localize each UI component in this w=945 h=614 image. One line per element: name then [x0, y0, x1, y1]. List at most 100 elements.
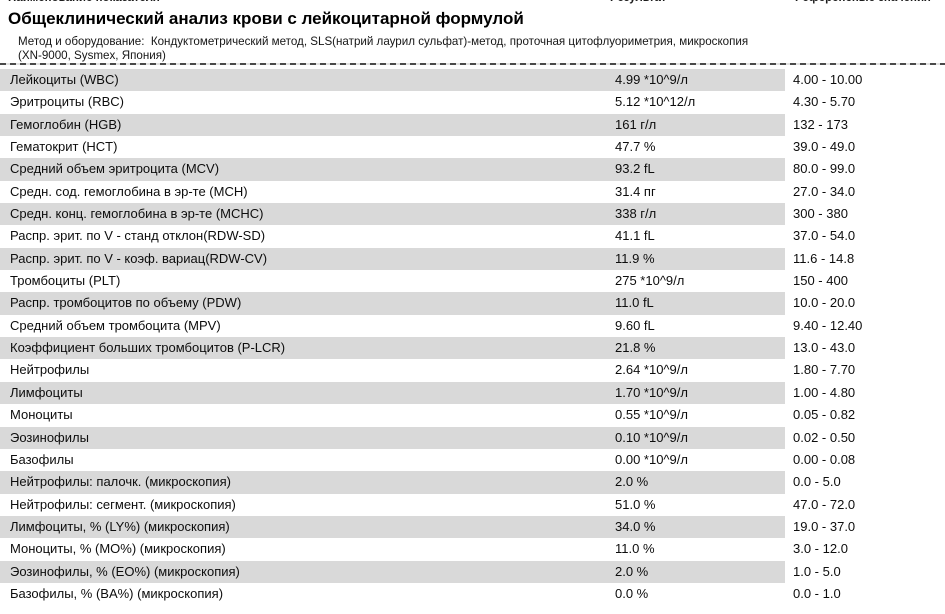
reference-range: 1.00 - 4.80	[785, 381, 945, 405]
table-row: Нейтрофилы 2.64 *10^9/л 1.80 - 7.70	[0, 359, 945, 382]
result-value: 2.0 %	[615, 474, 649, 490]
result-value: 5.12 *10^12/л	[615, 94, 696, 110]
method-line-1: Метод и оборудование: Кондуктометрически…	[18, 35, 749, 48]
reference-range: 4.30 - 5.70	[785, 91, 945, 114]
result-value: 4.99 *10^9/л	[615, 72, 688, 87]
reference-range: 0.00 - 0.08	[785, 448, 945, 472]
reference-range: 19.0 - 37.0	[785, 515, 945, 539]
parameter-name: Эритроциты (RBC)	[10, 94, 124, 110]
table-row: Эозинофилы, % (EO%) (микроскопия) 2.0 % 1.…	[0, 560, 945, 583]
reference-range: 80.0 - 99.0	[785, 158, 945, 181]
result-value: 11.0 fL	[615, 295, 654, 311]
result-value: 21.8 %	[615, 340, 656, 356]
parameter-name: Лимфоциты	[10, 384, 83, 400]
table-row: Лейкоциты (WBC) 4.99 *10^9/л 4.00 - 10.00	[0, 69, 945, 92]
parameter-name: Моноциты	[10, 407, 73, 423]
table-row: Средний объем эритроцита (MCV) 93.2 fL 80.…	[0, 158, 945, 181]
reference-range: 39.0 - 49.0	[785, 136, 945, 159]
reference-range: 0.05 - 0.82	[785, 404, 945, 427]
reference-range: 47.0 - 72.0	[785, 493, 945, 516]
reference-range: 0.02 - 0.50	[785, 426, 945, 449]
table-row: Коэффициент больших тромбоцитов (P-LCR) 2…	[0, 337, 945, 360]
parameter-name: Нейтрофилы	[10, 362, 90, 378]
result-value: 0.00 *10^9/л	[615, 451, 688, 467]
parameter-name: Эозинофилы, % (EO%) (микроскопия)	[10, 563, 240, 579]
parameter-name: Распр. тромбоцитов по объему (PDW)	[10, 295, 242, 311]
reference-range: 4.00 - 10.00	[785, 69, 945, 92]
table-row: Моноциты, % (MO%) (микроскопия) 11.0 % 3.0…	[0, 538, 945, 561]
table-row: Лимфоциты, % (LY%) (микроскопия) 34.0 % 19…	[0, 515, 945, 539]
reference-range: 1.80 - 7.70	[785, 359, 945, 382]
table-row: Эозинофилы 0.10 *10^9/л 0.02 - 0.50	[0, 426, 945, 449]
reference-range: 132 - 173	[785, 113, 945, 137]
result-value: 11.9 %	[615, 250, 655, 266]
reference-range: 0.0 - 5.0	[785, 471, 945, 494]
reference-range: 3.0 - 12.0	[785, 538, 945, 561]
header-col-name: Наименование показателя	[8, 0, 160, 6]
reference-range: 11.6 - 14.8	[785, 247, 945, 271]
parameter-name: Нейтрофилы: сегмент. (микроскопия)	[10, 496, 236, 512]
table-row: Нейтрофилы: сегмент. (микроскопия) 51.0 %…	[0, 493, 945, 516]
parameter-name: Средний объем эритроцита (MCV)	[10, 161, 220, 177]
parameter-name: Средний объем тромбоцита (MPV)	[10, 317, 221, 333]
result-value: 47.7 %	[615, 139, 656, 155]
table-row: Распр. эрит. по V - коэф. вариац(RDW-CV)…	[0, 247, 945, 271]
table-row: Базофилы 0.00 *10^9/л 0.00 - 0.08	[0, 448, 945, 472]
result-value: 0.55 *10^9/л	[615, 407, 688, 423]
result-value: 11.0 %	[615, 541, 655, 557]
separator-line	[0, 63, 945, 65]
reference-range: 0.0 - 1.0	[785, 582, 945, 606]
table-row: Распр. эрит. по V - станд отклон(RDW-SD)…	[0, 225, 945, 248]
result-value: 161 г/л	[615, 116, 657, 132]
parameter-name: Гематокрит (HCT)	[10, 139, 118, 155]
parameter-name: Тромбоциты (PLT)	[10, 273, 121, 289]
table-row: Лимфоциты 1.70 *10^9/л 1.00 - 4.80	[0, 381, 945, 405]
table-row: Моноциты 0.55 *10^9/л 0.05 - 0.82	[0, 404, 945, 427]
reference-range: 1.0 - 5.0	[785, 560, 945, 583]
parameter-name: Распр. эрит. по V - станд отклон(RDW-SD)	[10, 228, 266, 244]
table-row: Нейтрофилы: палочк. (микроскопия) 2.0 % 0.…	[0, 471, 945, 494]
table-row: Средн. сод. гемоглобина в эр-те (MCH) 31.…	[0, 180, 945, 204]
result-value: 9.60 fL	[615, 317, 655, 333]
parameter-name: Средн. конц. гемоглобина в эр-те (MCHC)	[10, 206, 264, 222]
table-row: Гемоглобин (HGB) 161 г/л 132 - 173	[0, 113, 945, 137]
result-value: 275 *10^9/л	[615, 273, 685, 289]
parameter-name: Эозинофилы	[10, 429, 89, 445]
parameter-name: Гемоглобин (HGB)	[10, 116, 122, 132]
result-value: 0.10 *10^9/л	[615, 429, 688, 445]
header-col-reference: Референсные значения	[795, 0, 931, 6]
reference-range: 150 - 400	[785, 270, 945, 293]
result-value: 1.70 *10^9/л	[615, 384, 688, 400]
parameter-name: Лимфоциты, % (LY%) (микроскопия)	[10, 518, 230, 534]
parameter-name: Распр. эрит. по V - коэф. вариац(RDW-CV)	[10, 250, 268, 266]
reference-range: 300 - 380	[785, 203, 945, 226]
parameter-name: Базофилы	[10, 451, 74, 467]
result-value: 34.0 %	[615, 518, 656, 534]
parameter-name: Базофилы, % (BA%) (микроскопия)	[10, 585, 224, 601]
result-value: 338 г/л	[615, 206, 657, 222]
header-col-result: Результат	[610, 0, 666, 6]
parameter-name: Средн. сод. гемоглобина в эр-те (MCH)	[10, 183, 248, 199]
table-row: Базофилы, % (BA%) (микроскопия) 0.0 % 0.0 …	[0, 582, 945, 606]
parameter-name: Моноциты, % (MO%) (микроскопия)	[10, 541, 226, 557]
table-row: Распр. тромбоцитов по объему (PDW) 11.0 f…	[0, 292, 945, 315]
result-value: 2.64 *10^9/л	[615, 362, 688, 378]
table-row: Эритроциты (RBC) 5.12 *10^12/л 4.30 - 5.70	[0, 91, 945, 114]
table-row: Средний объем тромбоцита (MPV) 9.60 fL 9.4…	[0, 314, 945, 338]
parameter-name: Коэффициент больших тромбоцитов (P-LCR)	[10, 340, 286, 356]
method-line-2: (XN-9000, Sysmex, Япония)	[18, 49, 166, 62]
result-value: 41.1 fL	[615, 228, 655, 244]
reference-range: 37.0 - 54.0	[785, 225, 945, 248]
result-value: 93.2 fL	[615, 161, 655, 177]
table-header-row: Наименование показателя Результат Рефере…	[0, 0, 945, 7]
table-row: Средн. конц. гемоглобина в эр-те (MCHC) 3…	[0, 203, 945, 226]
result-value: 51.0 %	[615, 496, 656, 512]
parameter-name: Лейкоциты (WBC)	[10, 72, 119, 87]
reference-range: 10.0 - 20.0	[785, 292, 945, 315]
reference-range: 13.0 - 43.0	[785, 337, 945, 360]
result-value: 31.4 пг	[615, 183, 656, 199]
results-table: Лейкоциты (WBC) 4.99 *10^9/л 4.00 - 10.00 Э…	[0, 69, 945, 606]
parameter-name: Нейтрофилы: палочк. (микроскопия)	[10, 474, 231, 490]
reference-range: 9.40 - 12.40	[785, 314, 945, 338]
